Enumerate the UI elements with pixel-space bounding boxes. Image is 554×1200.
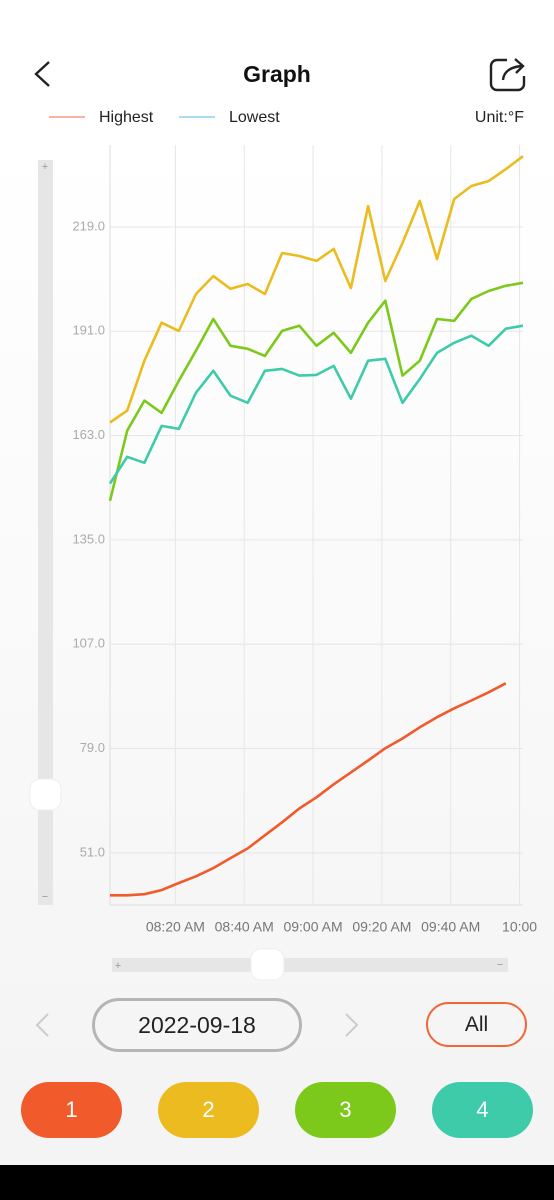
slider-handle[interactable] [250,948,285,981]
series-line [108,281,524,502]
y-tick-label: 191.0 [72,323,105,338]
next-day[interactable] [345,1013,359,1037]
y-tick-label: 79.0 [80,740,105,755]
slider-handle[interactable] [29,778,62,811]
y-tick-label: 135.0 [72,531,105,546]
date-picker[interactable]: 2022-09-18 [92,998,302,1052]
series-button[interactable]: 3 [295,1082,396,1138]
slider-minus: − [42,891,48,903]
y-tick-label: 51.0 [80,844,105,859]
page-title: Graph [243,61,311,87]
series-button[interactable]: 2 [158,1082,259,1138]
y-tick-label: 163.0 [72,427,105,442]
slider-minus: − [497,959,503,971]
x-tick-label: 09:20 AM [352,919,411,935]
y-tick-label: 107.0 [72,636,105,651]
legend-label: Highest [99,109,154,126]
x-tick-label: 09:40 AM [421,919,480,935]
series-line [110,682,507,897]
horizontal-slider[interactable] [112,958,508,972]
series-line [108,324,524,485]
series-line [109,155,524,424]
x-tick-label: 08:20 AM [146,919,205,935]
nav-bar [0,1165,554,1200]
all-button[interactable]: All [426,1002,527,1047]
share-button[interactable] [489,58,526,92]
series-button[interactable]: 4 [432,1082,533,1138]
back-button[interactable] [34,61,50,87]
x-tick-label: 08:40 AM [215,919,274,935]
slider-plus: + [42,161,48,173]
y-tick-label: 219.0 [72,218,105,233]
x-tick-label: 10:00 [502,919,537,935]
prev-day[interactable] [35,1013,49,1037]
slider-plus: + [115,960,121,972]
x-tick-label: 09:00 AM [283,919,342,935]
legend-label: Lowest [229,109,280,126]
series-button[interactable]: 1 [21,1082,122,1138]
unit-label: Unit:°F [475,109,524,126]
vertical-slider[interactable] [38,160,53,905]
